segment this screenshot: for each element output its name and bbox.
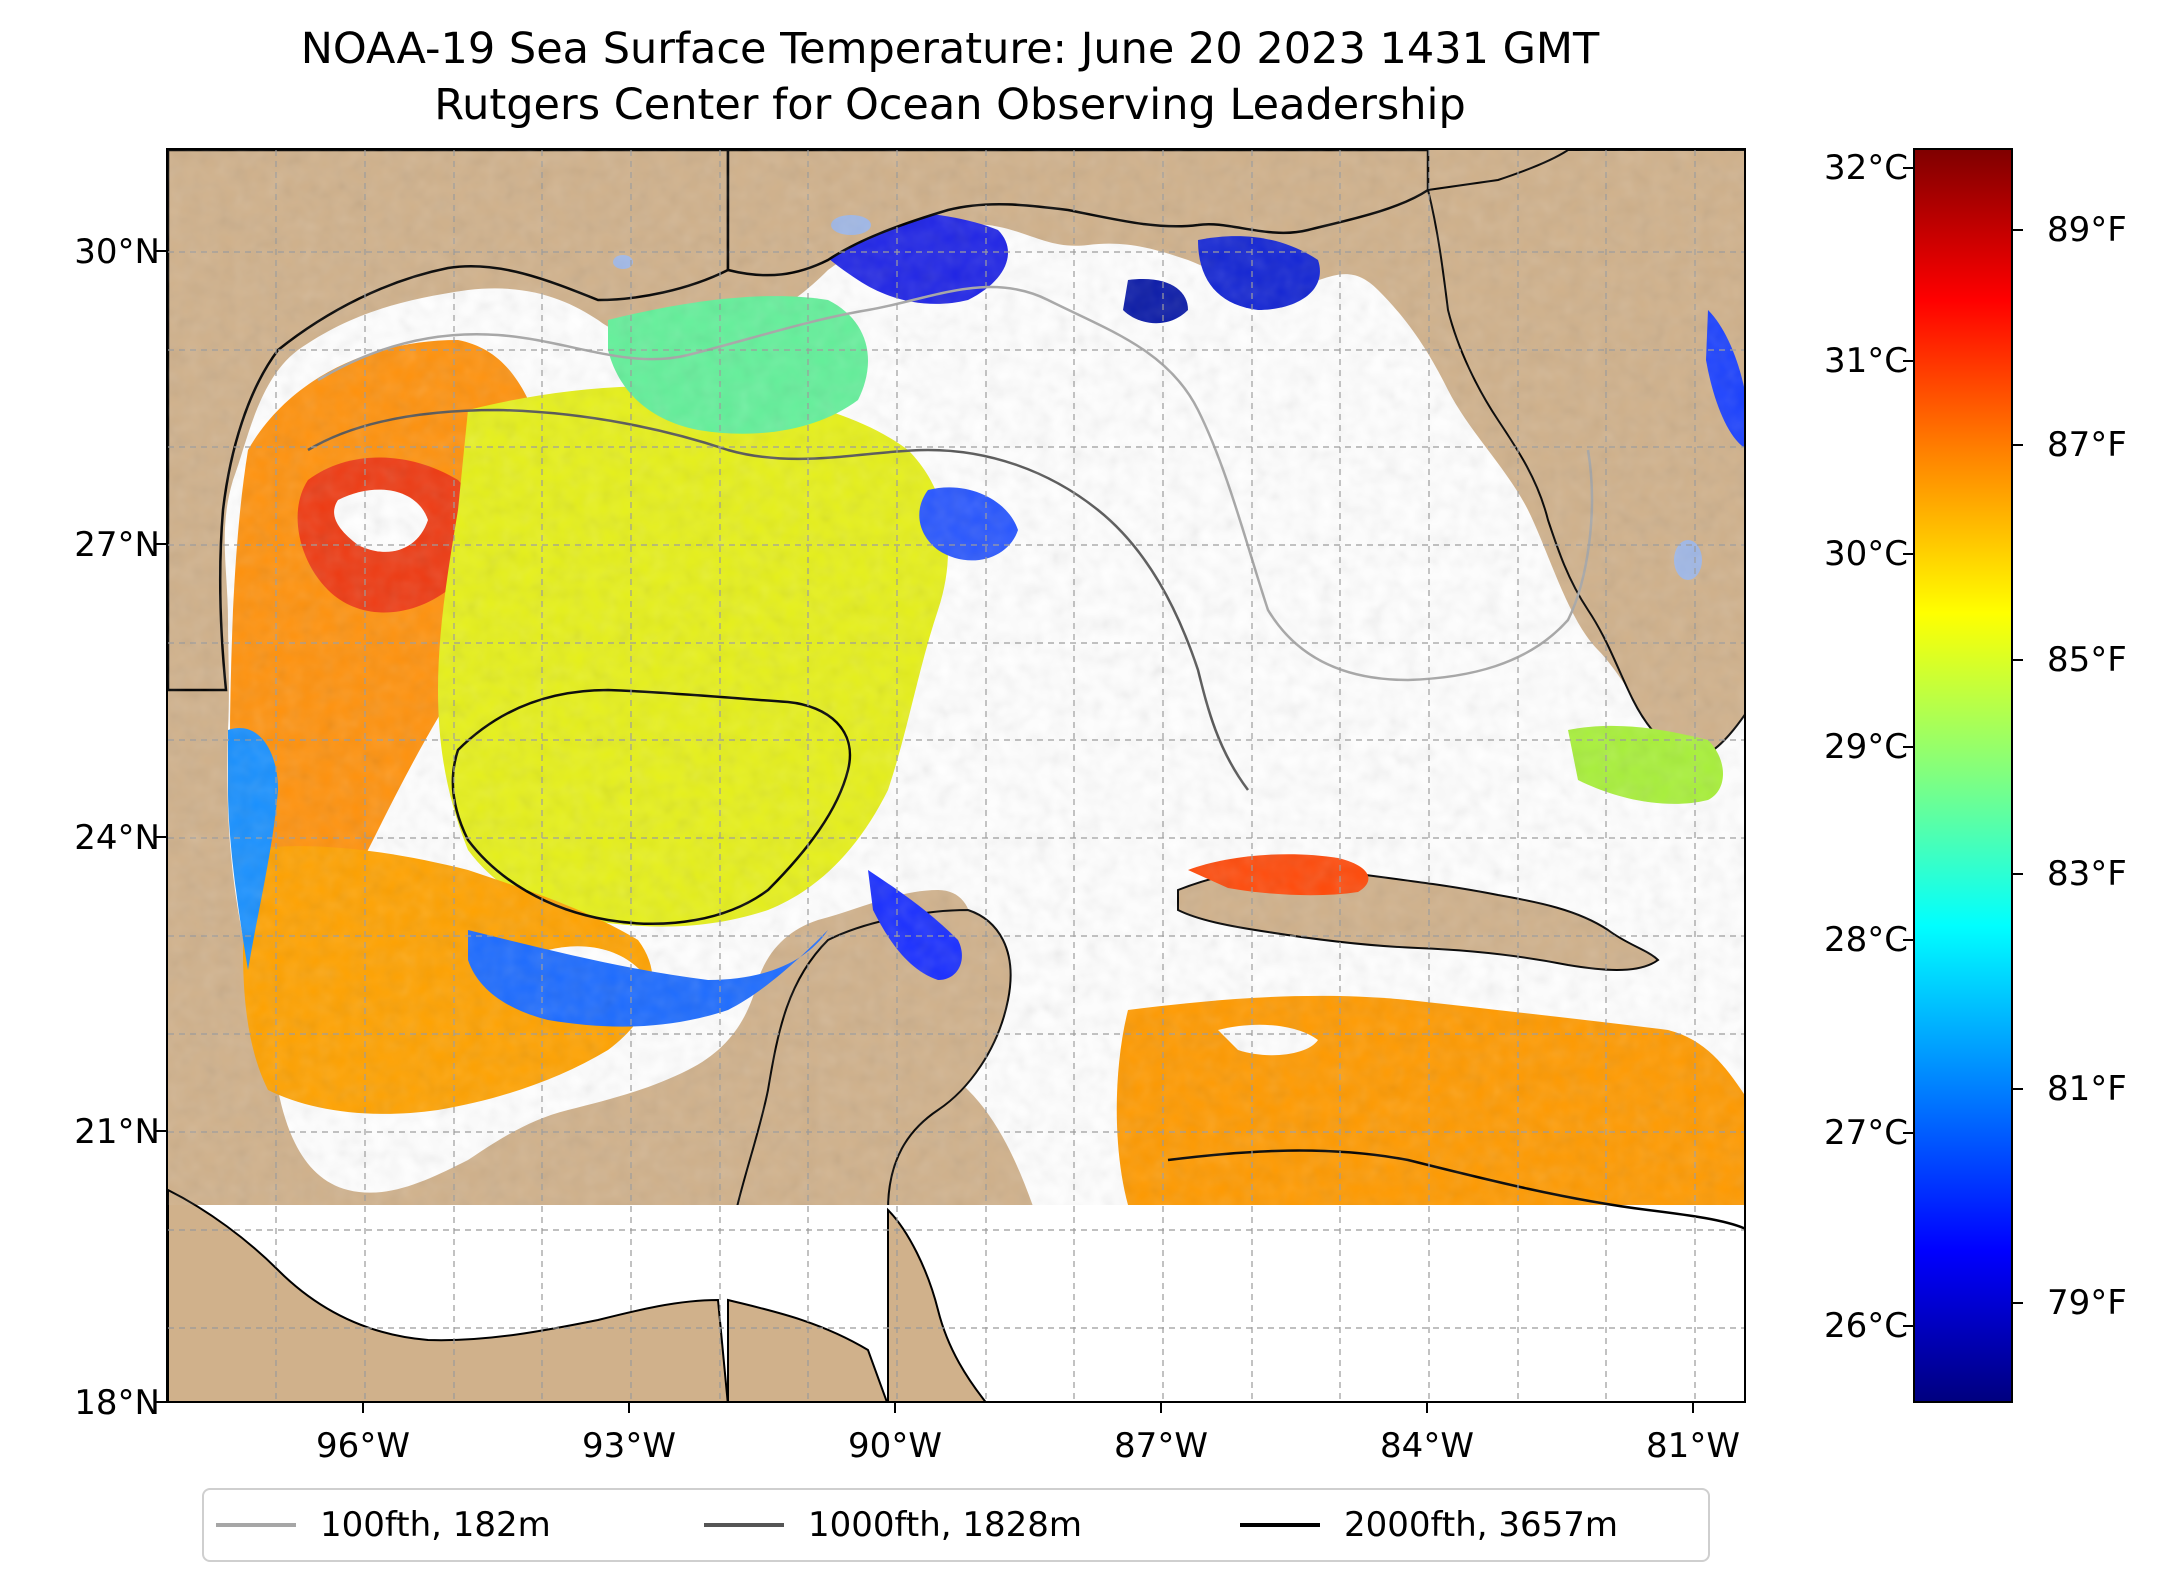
- legend-item-2000fth: 2000fth, 3657m: [1240, 1504, 1618, 1546]
- central-america-land: [887, 1207, 987, 1401]
- colorbar-label-32c: 32°C: [1823, 148, 1908, 188]
- colorbar-tick: [2013, 1302, 2023, 1304]
- lat-tick: [156, 1401, 166, 1403]
- lon-tick: [1426, 1403, 1428, 1413]
- lat-tick: [156, 543, 166, 545]
- colorbar-label-89f: 89°F: [2047, 210, 2127, 250]
- colorbar-tick: [1903, 939, 1913, 941]
- lon-label-84w: 84°W: [1380, 1426, 1474, 1466]
- mexico-south-land: [168, 1188, 729, 1401]
- colorbar-tick: [1903, 1132, 1913, 1134]
- colorbar-label-26c: 26°C: [1823, 1306, 1908, 1346]
- legend-item-1000fth: 1000fth, 1828m: [704, 1504, 1082, 1546]
- lon-tick: [1160, 1403, 1162, 1413]
- legend-swatch: [216, 1523, 296, 1527]
- colorbar-tick: [1903, 360, 1913, 362]
- colorbar-label-27c: 27°C: [1823, 1113, 1908, 1153]
- lat-label-21n: 21°N: [74, 1112, 160, 1152]
- colorbar-label-28c: 28°C: [1823, 920, 1908, 960]
- colorbar-tick: [1903, 746, 1913, 748]
- colorbar-tick: [1903, 167, 1913, 169]
- legend-swatch: [1240, 1523, 1320, 1527]
- lat-label-24n: 24°N: [74, 818, 160, 858]
- lon-tick: [362, 1403, 364, 1413]
- lat-label-18n: 18°N: [74, 1383, 160, 1423]
- legend-label: 2000fth, 3657m: [1344, 1505, 1619, 1545]
- yucatan-south-land: [727, 1298, 888, 1401]
- colorbar-label-30c: 30°C: [1823, 534, 1908, 574]
- lat-label-30n: 30°N: [74, 232, 160, 272]
- colorbar-tick: [2013, 873, 2023, 875]
- legend-label: 100fth, 182m: [320, 1505, 551, 1545]
- lat-tick: [156, 250, 166, 252]
- lon-label-96w: 96°W: [316, 1426, 410, 1466]
- lon-label-87w: 87°W: [1114, 1426, 1208, 1466]
- colorbar-label-87f: 87°F: [2047, 425, 2127, 465]
- map-title: NOAA-19 Sea Surface Temperature: June 20…: [300, 24, 1600, 74]
- lon-tick: [628, 1403, 630, 1413]
- lat-tick: [156, 836, 166, 838]
- lon-label-90w: 90°W: [848, 1426, 942, 1466]
- lon-label-93w: 93°W: [582, 1426, 676, 1466]
- lon-label-81w: 81°W: [1646, 1426, 1740, 1466]
- legend-item-100fth: 100fth, 182m: [216, 1504, 551, 1546]
- colorbar-tick: [1903, 553, 1913, 555]
- colorbar-tick: [2013, 659, 2023, 661]
- colorbar-label-81f: 81°F: [2047, 1069, 2127, 1109]
- lat-label-27n: 27°N: [74, 525, 160, 565]
- lon-tick: [894, 1403, 896, 1413]
- lon-tick: [1692, 1403, 1694, 1413]
- colorbar-label-85f: 85°F: [2047, 640, 2127, 680]
- colorbar-label-83f: 83°F: [2047, 854, 2127, 894]
- sst-map: [166, 148, 1746, 1403]
- legend-swatch: [704, 1523, 784, 1527]
- map-subtitle: Rutgers Center for Ocean Observing Leade…: [434, 80, 1466, 130]
- colorbar-label-31c: 31°C: [1823, 341, 1908, 381]
- colorbar-tick: [1903, 1325, 1913, 1327]
- temperature-colorbar: [1913, 148, 2013, 1403]
- colorbar-tick: [2013, 1088, 2023, 1090]
- colorbar-tick: [2013, 229, 2023, 231]
- lat-tick: [156, 1130, 166, 1132]
- legend-label: 1000fth, 1828m: [808, 1505, 1083, 1545]
- colorbar-label-29c: 29°C: [1823, 727, 1908, 767]
- sst-map-canvas: [168, 150, 1744, 1401]
- depth-contour-legend: 100fth, 182m 1000fth, 1828m 2000fth, 365…: [202, 1488, 1710, 1562]
- colorbar-label-79f: 79°F: [2047, 1283, 2127, 1323]
- sst-texture: [168, 150, 1744, 1205]
- colorbar-tick: [2013, 444, 2023, 446]
